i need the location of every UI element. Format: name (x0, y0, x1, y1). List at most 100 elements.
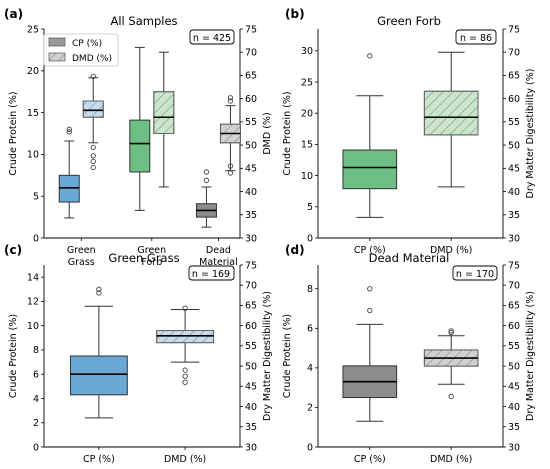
n-box: n = 170 (452, 265, 498, 281)
y-tick-label: 20 (27, 66, 39, 77)
y-tick-label: 12 (27, 297, 39, 308)
outlier-point (227, 163, 234, 169)
y2-tick-label: 70 (245, 48, 257, 59)
y-tick-label: 10 (301, 171, 313, 182)
outlier-point (182, 373, 188, 379)
legend: CP (%) DMD (%) (43, 33, 119, 67)
n-box: n = 425 (189, 29, 235, 45)
y2-tick-label: 35 (245, 210, 257, 221)
outlier-point (96, 290, 102, 296)
outlier-point (448, 393, 454, 400)
panel-b: (b) Green Forb 0 5 10 15 20 25 30 30 35 40 45 50 55 6… (282, 7, 536, 256)
y-tick-label: 0 (33, 442, 39, 453)
x-tick-label: CP (%) (354, 454, 386, 465)
outlier-point (203, 177, 210, 183)
x-tick-label-line: DMD (%) (164, 454, 206, 465)
outlier-point (182, 305, 188, 311)
x-tick-label: Green Grass (67, 245, 96, 268)
y2-tick-label: 50 (245, 140, 257, 151)
panel-title: Green Grass (108, 251, 179, 265)
y2-tick-label: 50 (508, 140, 520, 151)
y2-tick-label: 60 (245, 94, 257, 105)
panel-d: (d) Dead Material 0 2 4 6 8 30 35 40 45 50 55 60 65 7… (282, 243, 536, 465)
y-tick-label: 14 (27, 272, 39, 283)
y2-tick-label: 75 (245, 260, 257, 271)
y2-tick-label: 60 (508, 321, 520, 332)
y2-tick-label: 45 (245, 382, 257, 393)
y2-tick-label: 65 (508, 301, 520, 312)
n-label: n = 86 (460, 33, 492, 44)
y2-tick-label: 55 (245, 341, 257, 352)
y-tick-label: 0 (33, 233, 39, 244)
outlier-point (90, 73, 96, 80)
y-tick-label: 15 (27, 108, 39, 119)
y2-tick-label: 70 (508, 48, 520, 59)
y-tick-label: 4 (307, 363, 313, 374)
y2-tick-label: 75 (508, 260, 520, 271)
y2-axis-label: Dry Matter Digestibility (%) (262, 291, 273, 421)
y-tick-label: 0 (307, 233, 313, 244)
y2-tick-label: 55 (245, 117, 257, 128)
outlier-point (203, 169, 210, 175)
y-tick-label: 6 (33, 370, 39, 381)
x-tick-label-line: CP (%) (354, 454, 386, 465)
x-tick-label: DMD (%) (164, 454, 206, 465)
y-tick-label: 4 (33, 394, 39, 405)
y2-tick-label: 35 (508, 422, 520, 433)
x-tick-label-line: Grass (68, 257, 95, 268)
y-axis-label: Crude Protein (%) (8, 314, 19, 398)
panel-title: Dead Material (369, 251, 450, 265)
y2-tick-label: 30 (245, 233, 257, 244)
y2-axis-label: DMD (%) (262, 112, 273, 154)
panel-title: Green Forb (377, 14, 441, 28)
n-label: n = 170 (456, 269, 494, 280)
panel-c: (c) Green Grass 0 2 4 6 8 10 12 14 30 35 40 45 50 55 6… (4, 243, 273, 465)
outlier-point (96, 286, 102, 292)
y2-tick-label: 75 (245, 24, 257, 35)
y-tick-label: 25 (301, 77, 313, 88)
y-tick-label: 5 (33, 192, 39, 203)
x-tick-label: CP (%) (83, 454, 115, 465)
y2-tick-label: 30 (508, 442, 520, 453)
outlier-point (448, 328, 454, 334)
box (58, 174, 80, 203)
legend-swatch-dmd (48, 52, 66, 62)
box-hatch (156, 330, 215, 344)
y-axis-label: Crude Protein (%) (8, 91, 19, 175)
y2-tick-label: 30 (508, 233, 520, 244)
y-tick-label: 6 (307, 324, 313, 335)
outlier-point (448, 329, 454, 336)
y2-tick-label: 55 (508, 341, 520, 352)
panel-letter: (b) (285, 7, 305, 21)
y2-tick-label: 65 (245, 71, 257, 82)
y2-tick-label: 65 (245, 301, 257, 312)
outlier-point (227, 95, 234, 101)
outlier-point (90, 164, 96, 171)
outlier-point (367, 286, 373, 292)
y2-tick-label: 40 (245, 187, 257, 198)
outlier-point (367, 307, 373, 314)
n-box: n = 86 (455, 29, 497, 45)
y-tick-label: 0 (307, 442, 313, 453)
y-tick-label: 25 (27, 24, 39, 35)
x-tick-label-line: CP (%) (83, 454, 115, 465)
box (129, 119, 151, 173)
outlier-point (227, 98, 234, 104)
outlier-point (90, 153, 96, 159)
outlier-point (227, 170, 234, 176)
x-tick-label-line: Green (137, 245, 166, 256)
outlier-point (66, 129, 72, 135)
panel-letter: (d) (285, 243, 305, 257)
legend-label-cp: CP (%) (72, 39, 102, 49)
x-tick-label-line: Material (199, 257, 238, 268)
box-hatch (423, 90, 479, 136)
box-hatch (153, 91, 175, 134)
x-tick-label-line: Green (67, 245, 96, 256)
outlier-point (66, 126, 72, 132)
y2-axis-label: Dry Matter Digestibility (%) (525, 69, 536, 199)
outlier-point (90, 144, 96, 151)
y-tick-label: 15 (301, 140, 313, 151)
x-tick-label-line: Forb (141, 257, 162, 268)
x-tick-label: DMD (%) (430, 454, 472, 465)
